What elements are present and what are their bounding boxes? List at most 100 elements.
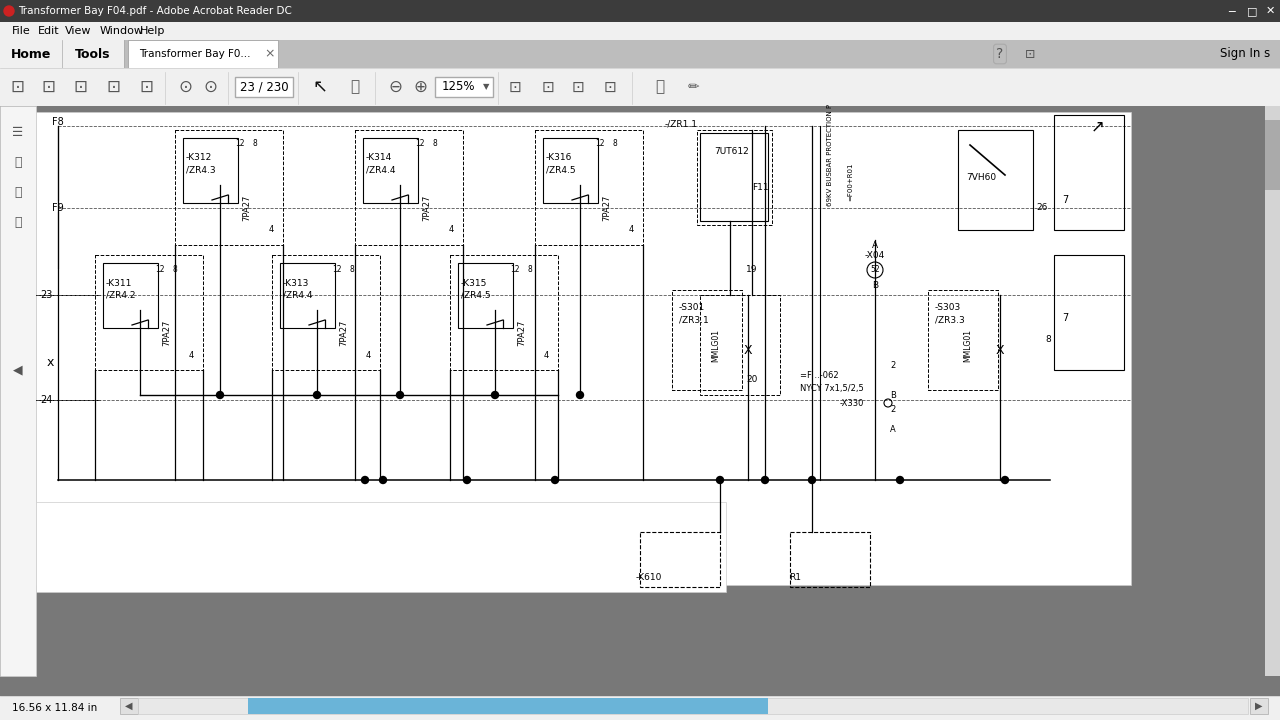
Text: 69KV BUSBAR PROTECTION P: 69KV BUSBAR PROTECTION P — [827, 104, 833, 206]
Text: 💬: 💬 — [655, 79, 664, 94]
Text: 20: 20 — [746, 376, 758, 384]
Text: /ZR4.3: /ZR4.3 — [186, 166, 215, 174]
Text: /ZR4.4: /ZR4.4 — [366, 166, 396, 174]
Text: 7UT612: 7UT612 — [714, 148, 749, 156]
Text: X: X — [996, 343, 1005, 356]
Text: ⊕: ⊕ — [413, 78, 428, 96]
Text: 8: 8 — [173, 264, 178, 274]
Text: -S301: -S301 — [678, 304, 705, 312]
Text: R1: R1 — [788, 574, 801, 582]
Bar — [458, 263, 513, 328]
Text: 🔗: 🔗 — [14, 186, 22, 199]
Text: ▶: ▶ — [1256, 701, 1263, 711]
Bar — [957, 130, 1033, 230]
Bar — [0, 106, 36, 676]
Text: B: B — [872, 281, 878, 289]
Bar — [1265, 120, 1280, 190]
Bar — [1251, 698, 1268, 714]
Bar — [0, 40, 61, 68]
Text: MMLG01: MMLG01 — [712, 328, 721, 361]
Bar — [451, 255, 558, 370]
Bar — [700, 133, 768, 221]
Bar — [435, 77, 493, 97]
Circle shape — [717, 477, 723, 484]
Text: 8: 8 — [613, 140, 617, 148]
Text: 7: 7 — [1062, 195, 1068, 205]
Text: Tools: Tools — [76, 48, 111, 60]
Bar — [0, 696, 1280, 720]
Bar — [0, 22, 1280, 40]
Text: -X04: -X04 — [865, 251, 886, 261]
Bar — [248, 698, 768, 714]
Text: 19: 19 — [746, 266, 758, 274]
Text: ⊡: ⊡ — [106, 78, 120, 96]
Text: -K313: -K313 — [283, 279, 310, 287]
Text: /ZR4.2: /ZR4.2 — [106, 290, 136, 300]
Text: /ZR3.3: /ZR3.3 — [934, 315, 965, 325]
Bar — [535, 130, 643, 245]
Text: 12: 12 — [236, 140, 244, 148]
Text: 7PA27: 7PA27 — [517, 320, 526, 346]
Text: Sign In s: Sign In s — [1220, 48, 1270, 60]
Bar — [273, 255, 380, 370]
Bar — [928, 290, 998, 390]
Bar — [138, 698, 1248, 714]
Bar — [36, 112, 1132, 585]
Bar — [120, 698, 138, 714]
Bar — [128, 40, 278, 68]
Text: 7: 7 — [1062, 313, 1068, 323]
Text: ↗: ↗ — [1091, 117, 1105, 135]
Text: A: A — [872, 241, 878, 251]
Circle shape — [4, 6, 14, 16]
Text: 12: 12 — [511, 264, 520, 274]
Text: ⊖: ⊖ — [388, 78, 402, 96]
Bar — [672, 290, 742, 390]
Circle shape — [762, 477, 768, 484]
Text: 4: 4 — [269, 225, 274, 235]
Text: ×: × — [265, 48, 275, 60]
Circle shape — [492, 392, 498, 398]
Bar — [1053, 115, 1124, 230]
Text: 8: 8 — [527, 264, 532, 274]
Text: 🔖: 🔖 — [14, 156, 22, 168]
Text: Window: Window — [100, 26, 143, 36]
Text: 4: 4 — [628, 225, 634, 235]
Text: X: X — [744, 343, 753, 356]
Text: ✋: ✋ — [351, 79, 360, 94]
Circle shape — [896, 477, 904, 484]
Text: File: File — [12, 26, 31, 36]
Bar — [364, 138, 419, 203]
Text: 4: 4 — [448, 225, 453, 235]
Text: 12: 12 — [415, 140, 425, 148]
Text: ⊡: ⊡ — [41, 78, 55, 96]
Text: 8: 8 — [349, 264, 355, 274]
Bar — [0, 68, 1280, 106]
Text: ⊡: ⊡ — [140, 78, 152, 96]
Bar — [1053, 255, 1124, 370]
Text: ?: ? — [996, 47, 1004, 61]
Text: B: B — [890, 390, 896, 400]
Text: 8: 8 — [433, 140, 438, 148]
Text: ⊡: ⊡ — [1025, 48, 1036, 60]
Bar — [36, 502, 726, 592]
Text: 12: 12 — [155, 264, 165, 274]
Circle shape — [361, 477, 369, 484]
Bar — [355, 130, 463, 245]
Text: 7PA27: 7PA27 — [422, 195, 431, 221]
Text: 12: 12 — [595, 140, 604, 148]
Text: Edit: Edit — [38, 26, 60, 36]
Bar — [280, 263, 335, 328]
Circle shape — [397, 392, 403, 398]
Text: ⊡: ⊡ — [508, 79, 521, 94]
Text: ✏: ✏ — [687, 80, 699, 94]
Text: -K311: -K311 — [106, 279, 132, 287]
Text: ⊡: ⊡ — [10, 78, 24, 96]
Text: 4: 4 — [188, 351, 193, 359]
Text: ⊡: ⊡ — [541, 79, 554, 94]
Text: -K314: -K314 — [366, 153, 392, 163]
Bar — [183, 138, 238, 203]
Bar — [1265, 106, 1280, 676]
Text: NYCY 7x1,5/2,5: NYCY 7x1,5/2,5 — [800, 384, 864, 392]
Text: 📎: 📎 — [14, 215, 22, 228]
Text: ✕: ✕ — [1266, 6, 1275, 16]
